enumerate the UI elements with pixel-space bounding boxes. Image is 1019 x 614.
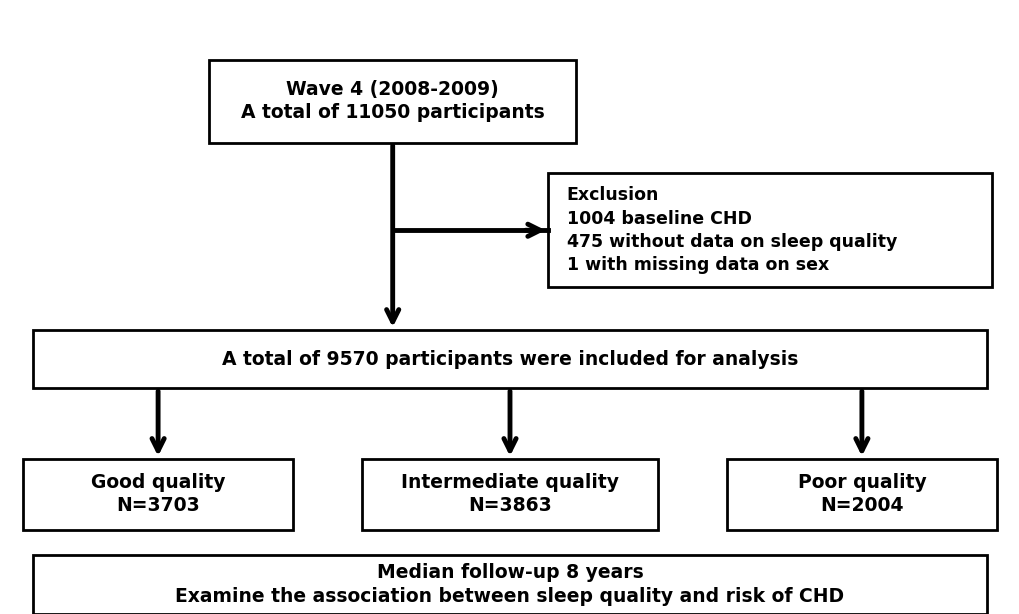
Text: Wave 4 (2008-2009): Wave 4 (2008-2009) (286, 80, 498, 99)
Bar (548, 173, 990, 287)
Text: Median follow-up 8 years: Median follow-up 8 years (376, 564, 643, 582)
Text: A total of 11050 participants: A total of 11050 participants (240, 104, 544, 122)
Bar (726, 459, 996, 529)
Text: Intermediate quality: Intermediate quality (400, 473, 619, 492)
Bar (209, 60, 576, 143)
Text: Exclusion: Exclusion (567, 186, 658, 204)
Text: Poor quality: Poor quality (797, 473, 925, 492)
Text: A total of 9570 participants were included for analysis: A total of 9570 participants were includ… (221, 350, 798, 368)
Text: Good quality: Good quality (91, 473, 225, 492)
Text: N=2004: N=2004 (819, 497, 903, 515)
Text: N=3703: N=3703 (116, 497, 200, 515)
Text: 475 without data on sleep quality: 475 without data on sleep quality (567, 233, 896, 251)
Bar (33, 330, 986, 389)
Bar (362, 459, 657, 529)
Bar (33, 555, 986, 614)
Bar (22, 459, 293, 529)
Text: Examine the association between sleep quality and risk of CHD: Examine the association between sleep qu… (175, 587, 844, 605)
Text: 1004 baseline CHD: 1004 baseline CHD (567, 209, 751, 228)
Text: N=3863: N=3863 (468, 497, 551, 515)
Text: 1 with missing data on sex: 1 with missing data on sex (567, 256, 828, 274)
